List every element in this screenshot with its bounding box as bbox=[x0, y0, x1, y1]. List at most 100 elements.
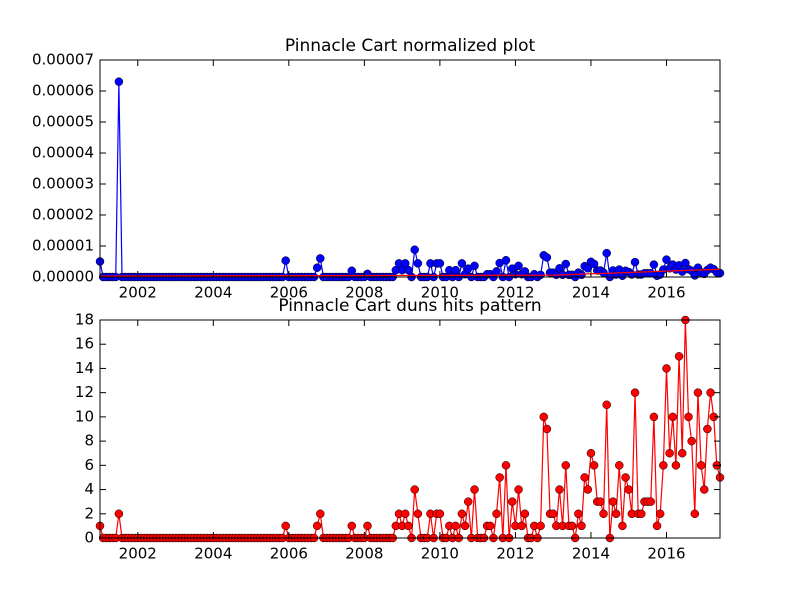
marker bbox=[621, 473, 630, 482]
marker bbox=[114, 509, 124, 519]
marker bbox=[637, 509, 646, 519]
y-tick-label: 16 bbox=[75, 335, 94, 353]
y-tick-label: 0.00004 bbox=[32, 144, 94, 162]
x-tick-label: 2014 bbox=[572, 545, 610, 563]
marker bbox=[561, 461, 571, 470]
marker bbox=[574, 509, 583, 519]
x-tick-label: 2002 bbox=[119, 545, 157, 563]
marker bbox=[492, 509, 501, 519]
y-tick-label: 0.00001 bbox=[32, 237, 94, 255]
y-tick-label: 0.00000 bbox=[32, 268, 94, 286]
marker bbox=[655, 509, 665, 519]
x-tick-label: 2006 bbox=[270, 545, 308, 563]
marker bbox=[677, 448, 687, 458]
marker bbox=[602, 400, 611, 410]
marker bbox=[536, 521, 545, 531]
marker bbox=[577, 521, 586, 531]
marker bbox=[492, 267, 501, 276]
y-tick-label: 0.00007 bbox=[32, 51, 94, 69]
marker bbox=[316, 254, 325, 263]
marker bbox=[624, 485, 633, 494]
marker bbox=[457, 259, 467, 268]
marker bbox=[312, 521, 322, 531]
y-tick-label: 8 bbox=[84, 432, 94, 450]
y-tick-label: 0.00003 bbox=[32, 175, 94, 193]
marker bbox=[668, 412, 678, 422]
marker bbox=[602, 248, 611, 258]
marker bbox=[649, 412, 659, 422]
marker bbox=[618, 521, 627, 531]
marker bbox=[684, 412, 693, 422]
marker bbox=[703, 424, 712, 434]
marker bbox=[548, 509, 558, 519]
marker bbox=[435, 259, 445, 268]
y-tick-label: 10 bbox=[75, 407, 94, 425]
y-tick-label: 18 bbox=[75, 311, 94, 329]
marker bbox=[410, 485, 419, 494]
marker bbox=[542, 253, 552, 262]
marker bbox=[517, 521, 526, 531]
x-tick-label: 2016 bbox=[647, 284, 685, 302]
x-tick-label: 2010 bbox=[421, 284, 459, 302]
chart-title: Pinnacle Cart normalized plot bbox=[285, 36, 536, 56]
marker bbox=[312, 263, 322, 272]
marker bbox=[508, 497, 517, 506]
marker bbox=[413, 259, 423, 268]
marker bbox=[410, 245, 419, 254]
series-line bbox=[99, 268, 721, 277]
marker bbox=[413, 509, 423, 519]
marker bbox=[363, 521, 372, 531]
marker bbox=[501, 256, 511, 265]
plot-frame bbox=[99, 59, 721, 278]
marker bbox=[347, 521, 357, 531]
x-tick-label: 2012 bbox=[496, 284, 534, 302]
marker bbox=[539, 412, 548, 422]
x-tick-label: 2004 bbox=[194, 284, 232, 302]
marker bbox=[401, 509, 410, 519]
marker bbox=[611, 509, 621, 519]
x-tick-label: 2008 bbox=[345, 284, 383, 302]
marker bbox=[316, 509, 325, 519]
marker bbox=[520, 509, 530, 519]
y-tick-label: 0.00005 bbox=[32, 113, 94, 131]
marker bbox=[435, 509, 445, 519]
y-tick-label: 0.00006 bbox=[32, 82, 94, 100]
marker bbox=[514, 485, 523, 494]
marker bbox=[599, 509, 608, 519]
x-tick-label: 2012 bbox=[496, 545, 534, 563]
y-tick-label: 0.00002 bbox=[32, 206, 94, 224]
marker bbox=[567, 521, 577, 531]
marker bbox=[555, 485, 564, 494]
marker bbox=[470, 485, 479, 494]
marker bbox=[700, 485, 709, 494]
x-tick-label: 2016 bbox=[647, 545, 685, 563]
marker bbox=[665, 448, 674, 458]
marker bbox=[671, 461, 681, 470]
marker bbox=[630, 257, 640, 267]
marker bbox=[463, 497, 473, 506]
marker bbox=[460, 521, 470, 531]
marker bbox=[662, 255, 671, 264]
marker bbox=[495, 473, 504, 482]
marker bbox=[404, 521, 413, 531]
marker bbox=[674, 352, 684, 361]
marker bbox=[451, 521, 460, 531]
marker bbox=[652, 521, 662, 531]
y-tick-label: 4 bbox=[84, 480, 94, 498]
marker bbox=[580, 473, 589, 482]
marker bbox=[608, 497, 618, 506]
y-tick-label: 6 bbox=[84, 456, 94, 474]
marker bbox=[649, 260, 659, 269]
x-tick-label: 2010 bbox=[421, 545, 459, 563]
marker bbox=[514, 261, 523, 271]
marker bbox=[281, 256, 290, 265]
marker bbox=[561, 259, 571, 269]
x-tick-label: 2006 bbox=[270, 284, 308, 302]
plot-frame bbox=[99, 319, 721, 539]
marker bbox=[281, 521, 290, 531]
y-tick-label: 14 bbox=[75, 359, 94, 377]
marker bbox=[470, 261, 479, 271]
marker bbox=[690, 509, 700, 519]
